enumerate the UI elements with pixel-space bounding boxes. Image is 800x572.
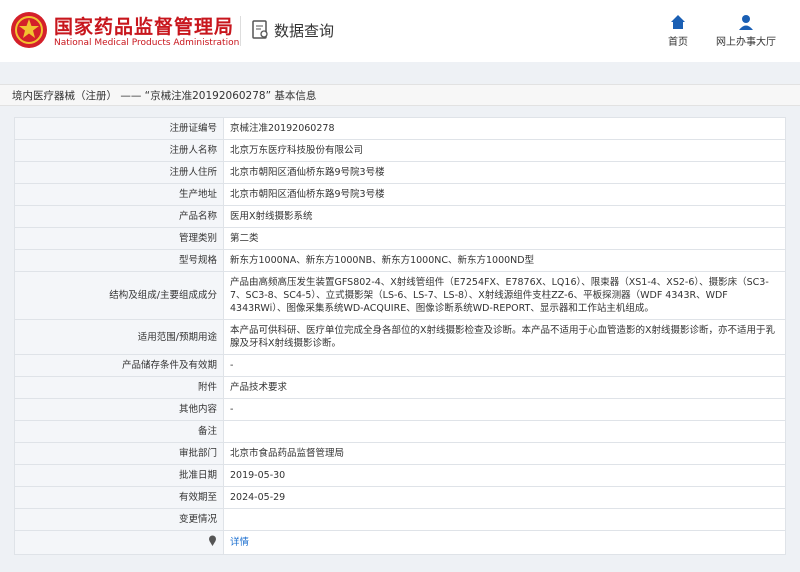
field-label: 批准日期 bbox=[14, 464, 224, 487]
detail-link[interactable]: 详情 bbox=[230, 537, 250, 548]
field-label: 变更情况 bbox=[14, 508, 224, 531]
row: 详情 bbox=[14, 530, 786, 555]
field-value: - bbox=[223, 354, 786, 377]
row: 注册人名称 北京万东医疗科技股份有限公司 bbox=[14, 139, 786, 162]
field-value: - bbox=[223, 398, 786, 421]
query-icon bbox=[252, 20, 268, 39]
field-label: 结构及组成/主要组成成分 bbox=[14, 271, 224, 320]
nav-hall[interactable]: 网上办事大厅 bbox=[706, 14, 786, 48]
logo bbox=[11, 12, 47, 48]
field-value: 本产品可供科研、医疗单位完成全身各部位的X射线摄影检查及诊断。本产品不适用于心血… bbox=[223, 319, 786, 355]
nav-label: 网上办事大厅 bbox=[716, 37, 776, 48]
field-label bbox=[14, 530, 224, 555]
field-value: 第二类 bbox=[223, 227, 786, 250]
field-value: 北京万东医疗科技股份有限公司 bbox=[223, 139, 786, 162]
pin-icon bbox=[209, 535, 216, 546]
divider bbox=[240, 16, 241, 46]
field-label: 备注 bbox=[14, 420, 224, 443]
row: 其他内容 - bbox=[14, 398, 786, 421]
field-label: 其他内容 bbox=[14, 398, 224, 421]
section-title: 数据查询 bbox=[274, 22, 335, 40]
field-value: 京械注准20192060278 bbox=[223, 117, 786, 140]
header: 国家药品监督管理局 National Medical Products Admi… bbox=[0, 0, 800, 62]
field-label: 适用范围/预期用途 bbox=[14, 319, 224, 355]
field-value: 产品技术要求 bbox=[223, 376, 786, 399]
row: 备注 bbox=[14, 420, 786, 443]
row: 有效期至 2024-05-29 bbox=[14, 486, 786, 509]
field-label: 注册人住所 bbox=[14, 161, 224, 184]
field-value: 医用X射线摄影系统 bbox=[223, 205, 786, 228]
row: 变更情况 bbox=[14, 508, 786, 531]
row: 产品名称 医用X射线摄影系统 bbox=[14, 205, 786, 228]
field-value: 2024-05-29 bbox=[223, 486, 786, 509]
field-value: 2019-05-30 bbox=[223, 464, 786, 487]
row: 管理类别 第二类 bbox=[14, 227, 786, 250]
row: 批准日期 2019-05-30 bbox=[14, 464, 786, 487]
field-label: 注册证编号 bbox=[14, 117, 224, 140]
row: 审批部门 北京市食品药品监督管理局 bbox=[14, 442, 786, 465]
user-icon bbox=[739, 15, 753, 30]
site-subtitle: National Medical Products Administration bbox=[54, 38, 240, 48]
field-label: 管理类别 bbox=[14, 227, 224, 250]
breadcrumb-text: 境内医疗器械（注册） —— “京械注准20192060278” 基本信息 bbox=[12, 90, 317, 102]
field-label: 产品储存条件及有效期 bbox=[14, 354, 224, 377]
field-value bbox=[223, 420, 786, 443]
field-value: 北京市朝阳区酒仙桥东路9号院3号楼 bbox=[223, 161, 786, 184]
field-value: 北京市食品药品监督管理局 bbox=[223, 442, 786, 465]
home-icon bbox=[671, 15, 685, 29]
field-label: 型号规格 bbox=[14, 249, 224, 272]
field-label: 产品名称 bbox=[14, 205, 224, 228]
detail-panel: 注册证编号 京械注准20192060278 注册人名称 北京万东医疗科技股份有限公司注… bbox=[14, 117, 786, 555]
field-value: 新东方1000NA、新东方1000NB、新东方1000NC、新东方1000ND型 bbox=[223, 249, 786, 272]
field-label: 审批部门 bbox=[14, 442, 224, 465]
row: 注册证编号 京械注准20192060278 bbox=[14, 117, 786, 140]
row: 产品储存条件及有效期 - bbox=[14, 354, 786, 377]
nav-label: 首页 bbox=[668, 37, 688, 48]
field-label: 生产地址 bbox=[14, 183, 224, 206]
row: 注册人住所 北京市朝阳区酒仙桥东路9号院3号楼 bbox=[14, 161, 786, 184]
row: 型号规格 新东方1000NA、新东方1000NB、新东方1000NC、新东方100… bbox=[14, 249, 786, 272]
field-value: 北京市朝阳区酒仙桥东路9号院3号楼 bbox=[223, 183, 786, 206]
field-label: 注册人名称 bbox=[14, 139, 224, 162]
row: 结构及组成/主要组成成分 产品由高频高压发生装置GFS802-4、X射线管组件（E… bbox=[14, 271, 786, 320]
breadcrumb: 境内医疗器械（注册） —— “京械注准20192060278” 基本信息 bbox=[0, 84, 800, 106]
field-label: 有效期至 bbox=[14, 486, 224, 509]
row: 附件 产品技术要求 bbox=[14, 376, 786, 399]
site-title: 国家药品监督管理局 bbox=[54, 16, 235, 38]
field-value: 产品由高频高压发生装置GFS802-4、X射线管组件（E7254FX、E7876… bbox=[223, 271, 786, 320]
nav-home[interactable]: 首页 bbox=[638, 14, 718, 48]
row: 适用范围/预期用途 本产品可供科研、医疗单位完成全身各部位的X射线摄影检查及诊断。… bbox=[14, 319, 786, 355]
field-value bbox=[223, 508, 786, 531]
field-value: 详情 bbox=[223, 530, 786, 555]
field-label: 附件 bbox=[14, 376, 224, 399]
detail-table: 注册证编号 京械注准20192060278 注册人名称 北京万东医疗科技股份有限公司注… bbox=[14, 117, 786, 555]
row: 生产地址 北京市朝阳区酒仙桥东路9号院3号楼 bbox=[14, 183, 786, 206]
